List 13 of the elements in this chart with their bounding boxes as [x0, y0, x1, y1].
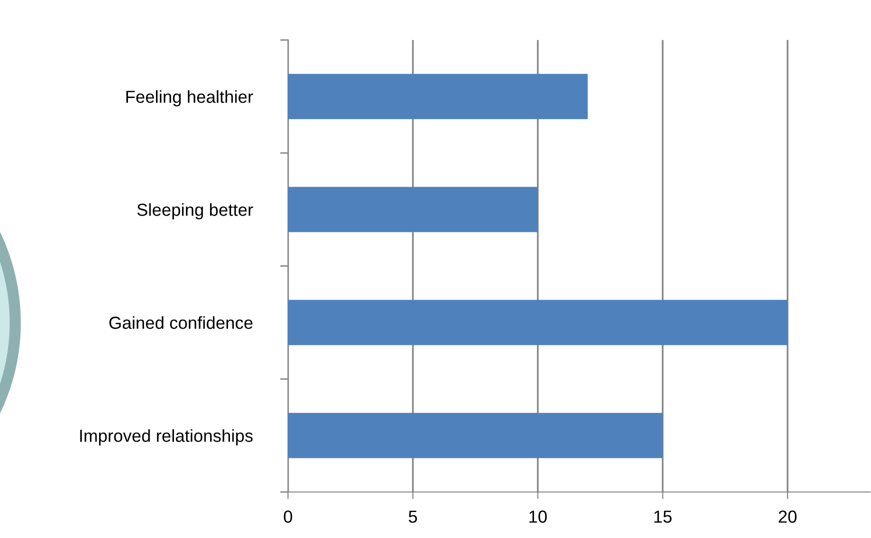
x-tick-label: 0 — [284, 510, 292, 523]
bar — [288, 412, 663, 458]
x-tick-label: 20 — [778, 510, 797, 523]
bar — [288, 74, 588, 120]
x-tick-label: 15 — [654, 510, 672, 523]
y-tick-label: Gained confidence — [109, 316, 253, 329]
x-tick-label: 10 — [529, 510, 547, 523]
bar — [288, 186, 538, 232]
y-tick-label: Feeling healthier — [126, 90, 253, 106]
x-tick-label: 5 — [408, 510, 417, 523]
y-tick-label: Improved relationships — [80, 429, 253, 446]
bar — [288, 300, 788, 346]
y-tick-label: Sleeping better — [137, 203, 253, 220]
